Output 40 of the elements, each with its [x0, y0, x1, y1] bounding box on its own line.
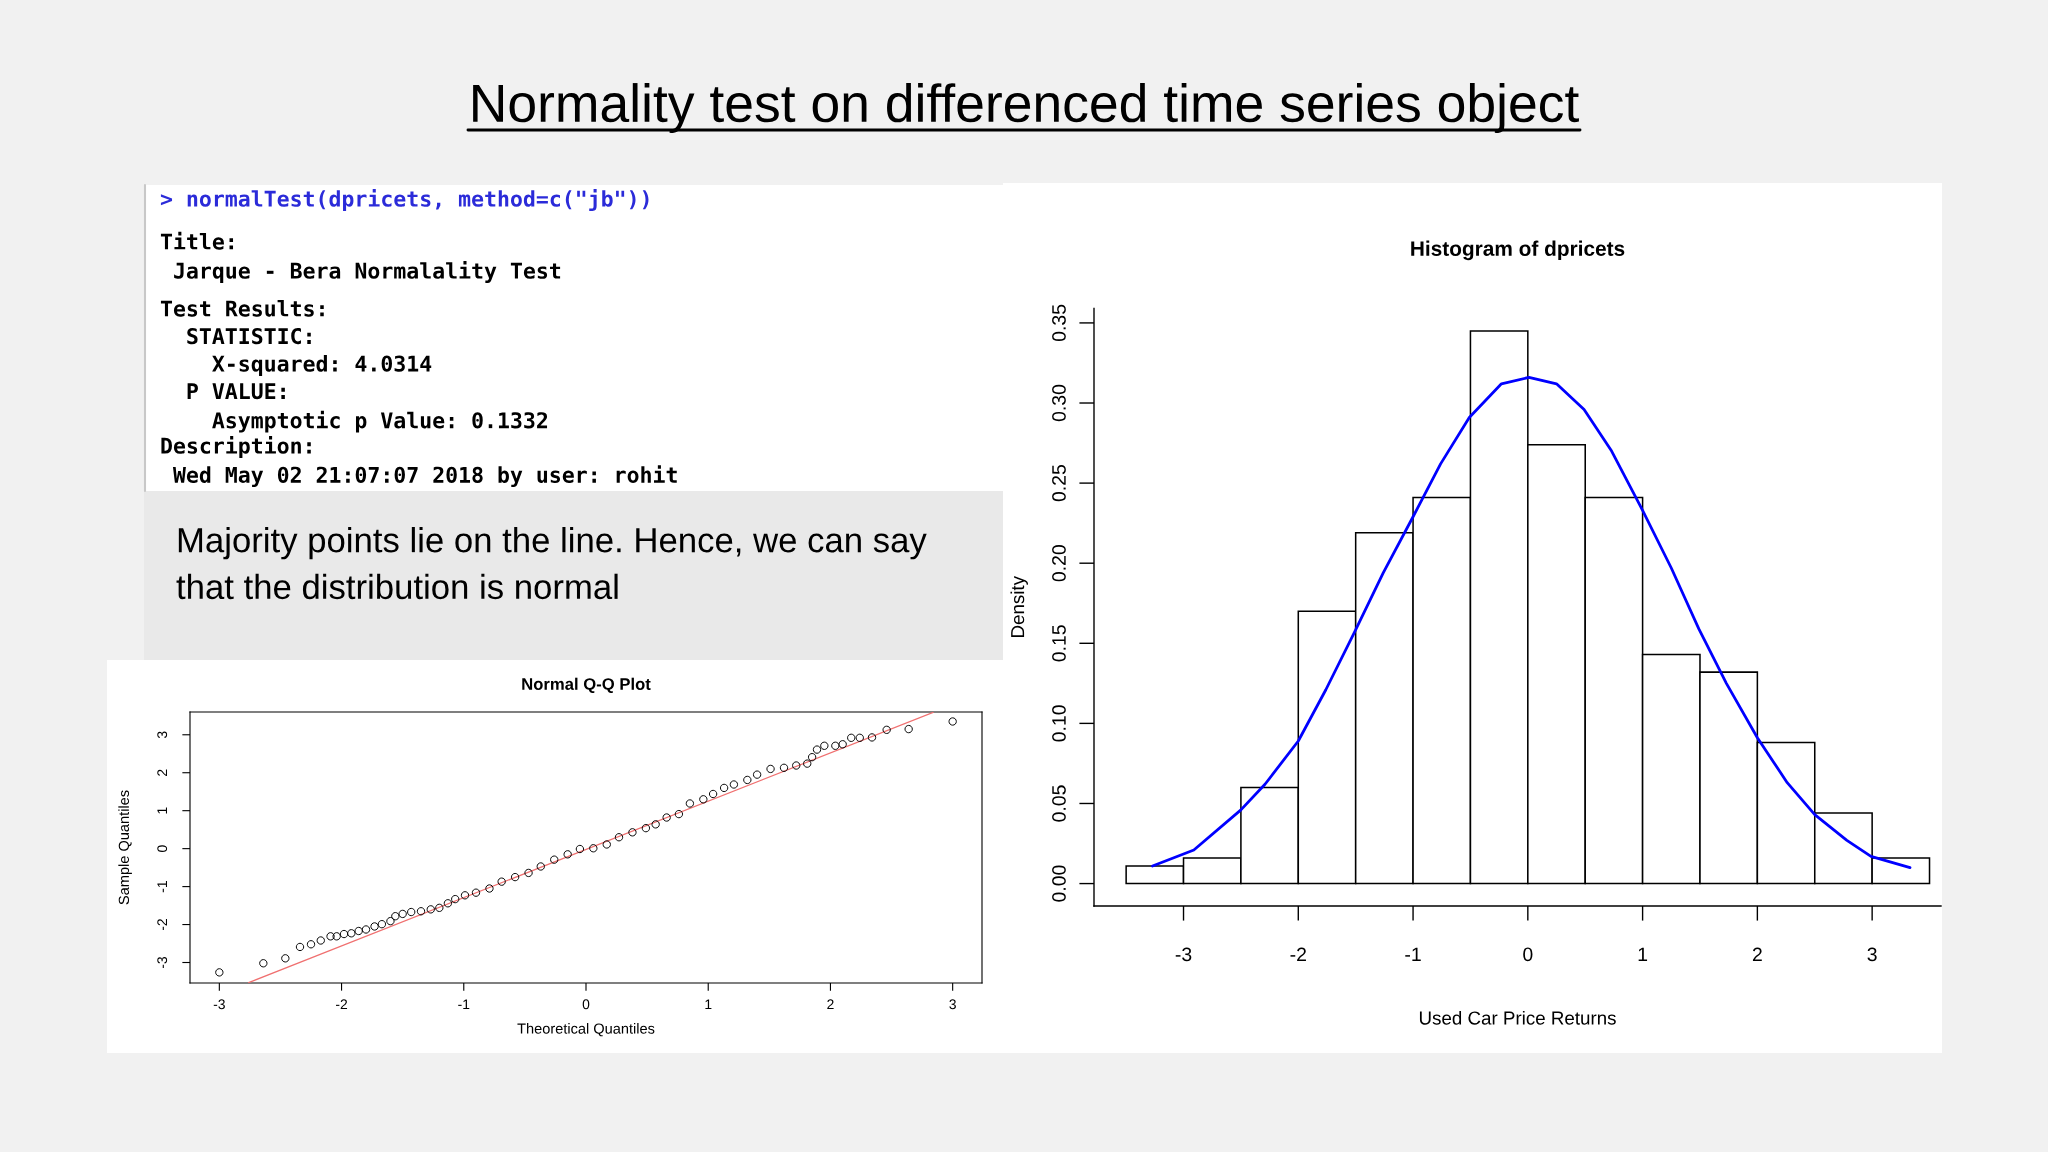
y-tick-label: 2 — [157, 769, 167, 776]
y-axis-title: Density — [1010, 576, 1028, 637]
y-tick-label: 0.35 — [1052, 304, 1066, 342]
x-tick-label: 1 — [705, 999, 712, 1010]
x-tick-label: -1 — [458, 999, 470, 1010]
chart-title: Normal Q-Q Plot — [522, 677, 651, 694]
y-tick-label: 0.15 — [1052, 625, 1066, 662]
x-tick-label: 2 — [827, 999, 834, 1010]
x-tick-label: 3 — [949, 999, 956, 1010]
x-tick-label: 2 — [1752, 947, 1762, 962]
y-tick-label: -2 — [157, 919, 167, 931]
x-tick-label: 0 — [1523, 947, 1533, 962]
x-tick-label: 3 — [1867, 947, 1877, 962]
x-tick-label: -3 — [1175, 947, 1192, 962]
y-tick-label: 0.30 — [1052, 384, 1066, 422]
y-tick-label: -1 — [157, 881, 167, 893]
x-tick-label: -1 — [1405, 947, 1421, 962]
x-axis-title: Used Car Price Returns — [1419, 1010, 1616, 1025]
text: Description: Wed May 02 21:07:07 2018 by user: rohit — [161, 436, 677, 488]
x-axis-title: Theoretical Quantiles — [517, 1023, 655, 1037]
y-tick-label: 0 — [157, 845, 168, 852]
x-tick-label: -3 — [213, 999, 225, 1010]
text: Title: Jarque - Bera Normalality Test — [160, 231, 561, 283]
x-tick-label: -2 — [336, 999, 348, 1010]
y-tick-label: 1 — [157, 807, 167, 814]
chart-title: Histogram of dpricets — [1411, 240, 1625, 261]
y-tick-label: 0.25 — [1052, 465, 1066, 502]
y-tick-label: 0.05 — [1052, 785, 1066, 822]
text: Majority points lie on the line. Hence, we can say that the distribution is normal — [176, 527, 927, 600]
text: Test Results: STATISTIC: X-squared: 4.0314 P VALUE: Asymptotic p Value: 0.1332 — [160, 300, 548, 433]
y-tick-label: 0.20 — [1052, 545, 1066, 582]
y-axis-title: Sample Quantiles — [118, 790, 132, 905]
text: > normalTest(dpricets, method=c("jb")) — [160, 189, 649, 211]
x-tick-label: 1 — [1638, 947, 1648, 962]
y-tick-label: 3 — [157, 731, 168, 739]
x-tick-label: 0 — [582, 999, 590, 1010]
y-tick-label: 0.00 — [1052, 865, 1066, 902]
x-tick-label: -2 — [1290, 947, 1306, 962]
y-tick-label: 0.10 — [1052, 705, 1066, 742]
text: Normality test on differenced time series object — [473, 83, 1579, 133]
